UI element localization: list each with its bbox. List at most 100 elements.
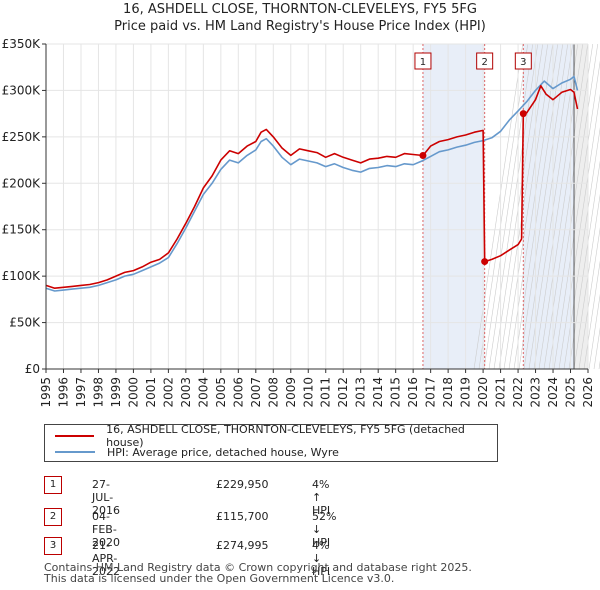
transaction-markers — [419, 110, 527, 266]
x-tick-label: 2016 — [406, 377, 420, 408]
legend-item-property: 16, ASHDELL CLOSE, THORNTON-CLEVELEYS, F… — [55, 423, 497, 449]
hatch-line — [568, 160, 600, 370]
price-chart: 1 2 3 £0 £50K £100K £150K £200K £250K £300K £350K… — [2, 37, 600, 408]
hatch-line — [518, 43, 569, 370]
legend: 16, ASHDELL CLOSE, THORNTON-CLEVELEYS, F… — [44, 423, 498, 462]
chart-subtitle: Price paid vs. HM Land Registry's House … — [114, 19, 486, 34]
hatch-line — [588, 293, 600, 370]
hatch-line — [578, 227, 600, 370]
y-tick-label: £250K — [2, 130, 42, 144]
x-tick-label: 2000 — [126, 377, 140, 408]
x-tick-label: 2004 — [196, 377, 210, 408]
hatch-line — [553, 60, 600, 370]
hatch-line — [543, 43, 594, 370]
hatch-line — [593, 327, 600, 370]
transaction-label-number: 1 — [420, 57, 426, 68]
shaded-region — [422, 44, 485, 369]
x-tick-label: 2021 — [494, 377, 508, 408]
x-tick-label: 2022 — [511, 377, 525, 408]
y-tick-label: £50K — [9, 316, 41, 330]
legend-label-property: 16, ASHDELL CLOSE, THORNTON-CLEVELEYS, F… — [106, 423, 465, 449]
x-tick-label: 2020 — [476, 377, 490, 408]
x-tick-label: 2017 — [424, 377, 438, 408]
y-tick-label: £150K — [2, 223, 42, 237]
transaction-price: £274,995 — [216, 539, 269, 552]
hatch-line — [498, 43, 549, 370]
x-tick-label: 2005 — [214, 377, 228, 408]
transaction-marker — [419, 151, 427, 159]
x-tick-label: 2015 — [389, 377, 403, 408]
x-tick-label: 2023 — [529, 377, 543, 408]
x-tick-label: 2006 — [231, 377, 245, 408]
y-tick-labels: £0 £50K £100K £150K £200K £250K £300K £350K — [2, 37, 46, 376]
x-tick-label: 2014 — [371, 377, 385, 408]
x-tick-label: 2003 — [179, 377, 193, 408]
x-tick-label: 2001 — [144, 377, 158, 408]
hatch-line — [523, 43, 574, 370]
y-tick-label: £0 — [25, 362, 40, 376]
x-tick-labels: 1995 1996 1997 1998 1999 2000 2001 2002 2003 2004… — [39, 369, 595, 408]
x-tick-label: 2019 — [459, 377, 473, 408]
x-tick-label: 2018 — [441, 377, 455, 408]
hatch-line — [473, 43, 524, 370]
axes — [45, 44, 588, 370]
legend-swatch-property — [55, 435, 95, 437]
plot-area — [46, 44, 588, 369]
legend-swatch-hpi — [55, 451, 95, 453]
y-tick-label: £100K — [2, 269, 42, 283]
footer-line-2: This data is licensed under the Open Gov… — [44, 572, 395, 585]
x-tick-label: 1995 — [39, 377, 53, 408]
transaction-number: 2 — [44, 508, 62, 526]
chart-title: 16, ASHDELL CLOSE, THORNTON-CLEVELEYS, F… — [123, 2, 477, 17]
hatch-line — [538, 43, 589, 370]
transaction-label-number: 2 — [481, 57, 487, 68]
y-tick-label: £350K — [2, 37, 42, 51]
x-tick-label: 1998 — [91, 377, 105, 408]
y-tick-label: £300K — [2, 83, 42, 97]
transaction-labels: 1 2 3 — [414, 52, 532, 70]
x-tick-label: 2010 — [301, 377, 315, 408]
transaction-label-box — [476, 52, 494, 70]
hatch-line — [583, 260, 600, 370]
transaction-label-box — [414, 52, 432, 70]
legend-item-hpi: HPI: Average price, detached house, Wyre — [55, 444, 339, 460]
y-tick-label: £200K — [2, 176, 42, 190]
transaction-label-box — [514, 52, 532, 70]
footer-line-1: Contains HM Land Registry data © Crown c… — [44, 561, 472, 574]
x-tick-label: 2013 — [354, 377, 368, 408]
transaction-marker — [481, 258, 489, 266]
hatch-line — [573, 193, 600, 370]
series-line-hpi — [45, 75, 579, 292]
transaction-marker — [519, 110, 527, 118]
series-lines — [45, 75, 579, 292]
hatch-line — [483, 43, 534, 370]
footer: Contains HM Land Registry data © Crown c… — [44, 562, 472, 584]
series-line-property — [45, 85, 579, 290]
shaded-regions — [46, 43, 600, 370]
x-tick-label: 2002 — [161, 377, 175, 408]
x-tick-label: 2026 — [581, 377, 595, 408]
future-region — [574, 44, 588, 369]
x-tick-label: 1997 — [74, 377, 88, 408]
transaction-date: 04-FEB-2020 — [92, 510, 120, 549]
x-tick-label: 2012 — [336, 377, 350, 408]
x-tick-label: 1999 — [109, 377, 123, 408]
transaction-price: £115,700 — [216, 510, 269, 523]
legend-label-hpi: HPI: Average price, detached house, Wyre — [107, 445, 339, 459]
x-tick-label: 2025 — [564, 377, 578, 408]
hatch-line — [503, 43, 554, 370]
transaction-hpi: 4% ↓ HPI — [312, 539, 331, 578]
x-tick-label: 1996 — [56, 377, 70, 408]
x-tick-label: 2009 — [284, 377, 298, 408]
transaction-date: 21-APR-2022 — [92, 539, 120, 578]
x-tick-label: 2008 — [266, 377, 280, 408]
transaction-number: 3 — [44, 537, 62, 555]
hatch-line — [508, 43, 559, 370]
x-tick-label: 2007 — [249, 377, 263, 408]
transaction-hpi: 4% ↑ HPI — [312, 478, 331, 517]
transaction-price: £229,950 — [216, 478, 269, 491]
x-tick-label: 2011 — [319, 377, 333, 408]
transaction-number: 1 — [44, 476, 62, 494]
transaction-hpi: 52% ↓ HPI — [312, 510, 337, 549]
